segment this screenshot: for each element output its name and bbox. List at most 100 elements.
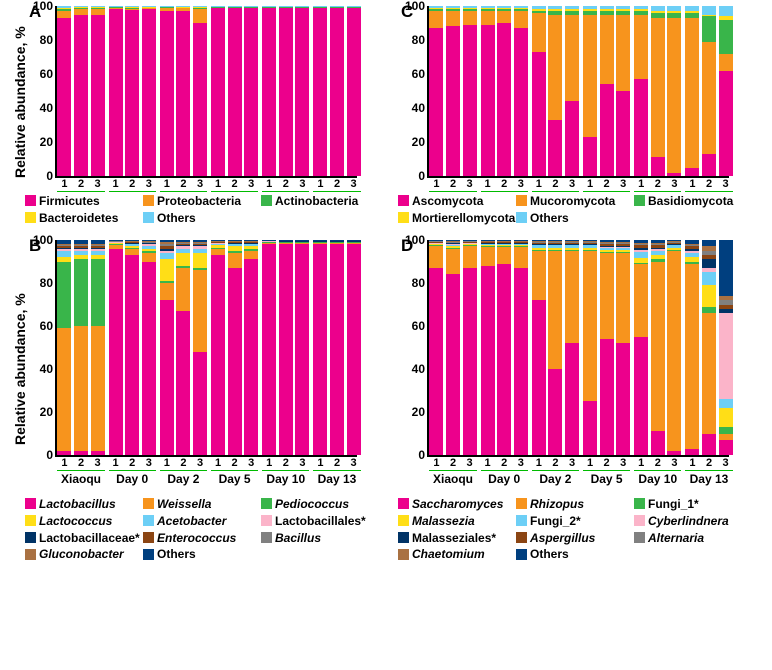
legend-item: Saccharomyces (398, 495, 508, 512)
group-underline (685, 470, 732, 471)
group-underline (109, 470, 156, 471)
seg (616, 343, 630, 455)
legend-swatch (398, 549, 409, 560)
bar (565, 240, 579, 455)
seg (719, 16, 733, 19)
seg (74, 245, 88, 246)
seg (142, 7, 156, 8)
panel-letter-D: D (401, 236, 413, 256)
seg (463, 242, 477, 243)
seg (429, 244, 443, 245)
group-underline (211, 470, 258, 471)
seg (211, 242, 225, 243)
seg (685, 253, 699, 257)
seg (667, 243, 681, 244)
legend-swatch (634, 498, 645, 509)
seg (719, 6, 733, 16)
ytick: 0 (395, 448, 429, 462)
seg (616, 91, 630, 176)
seg (651, 157, 665, 176)
xtick: 1 (581, 457, 599, 469)
seg (313, 8, 327, 176)
seg (702, 313, 716, 433)
seg (685, 240, 699, 244)
seg (262, 242, 276, 244)
seg (429, 9, 443, 11)
seg (497, 9, 511, 11)
legend-item: Bacillus (261, 529, 371, 546)
seg (193, 246, 207, 248)
seg (532, 248, 546, 250)
seg (583, 244, 597, 245)
legend-swatch (25, 549, 36, 560)
seg (548, 244, 562, 245)
seg (651, 251, 665, 255)
bar (548, 6, 562, 176)
group-label: Xiaoqu (425, 472, 480, 486)
seg (667, 451, 681, 455)
seg (446, 244, 460, 246)
legend-swatch (516, 498, 527, 509)
seg (565, 243, 579, 244)
seg (583, 11, 597, 14)
xtick: 2 (444, 457, 462, 469)
seg (514, 9, 528, 11)
legend-item: Proteobacteria (143, 192, 253, 209)
bar (91, 6, 105, 176)
seg (702, 154, 716, 176)
seg (91, 245, 105, 246)
legend-item: Aspergillus (516, 529, 626, 546)
seg (600, 244, 614, 246)
seg (125, 243, 139, 244)
bar (481, 240, 495, 455)
seg (211, 245, 225, 247)
seg (429, 243, 443, 244)
seg (667, 242, 681, 243)
xtick: 3 (191, 457, 209, 469)
xtick: 2 (226, 178, 244, 190)
xtick: 2 (226, 457, 244, 469)
xtick: 3 (614, 457, 632, 469)
bar (109, 6, 123, 176)
legend-label: Others (157, 547, 196, 561)
bar (446, 240, 460, 455)
seg (634, 240, 648, 243)
bar (228, 240, 242, 455)
seg (719, 434, 733, 440)
legend-B: LactobacillusWeissellaPediococcusLactoco… (25, 495, 380, 562)
legend-label: Malasseziales* (412, 530, 496, 544)
seg (142, 8, 156, 10)
xtick: 1 (479, 178, 497, 190)
seg (685, 246, 699, 248)
legend-swatch (398, 195, 409, 206)
xtick: 3 (563, 178, 581, 190)
seg (685, 262, 699, 264)
seg (481, 240, 495, 241)
legend-item: Ascomycota (398, 192, 508, 209)
seg (514, 241, 528, 242)
seg (74, 7, 88, 8)
seg (228, 268, 242, 455)
seg (463, 11, 477, 25)
seg (193, 7, 207, 8)
xtick: 2 (598, 178, 616, 190)
seg (429, 28, 443, 176)
seg (497, 241, 511, 242)
xtick: 2 (495, 457, 513, 469)
plot-D: 020406080100123123123123123123XiaoquDay … (427, 240, 729, 457)
legend-label: Actinobacteria (275, 194, 358, 208)
ytick: 60 (23, 319, 57, 333)
seg (193, 23, 207, 176)
bar (313, 6, 327, 176)
seg (74, 259, 88, 326)
seg (109, 7, 123, 8)
xtick: 1 (260, 457, 278, 469)
seg (702, 259, 716, 268)
seg (74, 244, 88, 245)
seg (719, 313, 733, 399)
seg (142, 9, 156, 176)
bar (193, 240, 207, 455)
legend-label: Acetobacter (157, 514, 226, 528)
seg (719, 408, 733, 427)
seg (228, 240, 242, 241)
